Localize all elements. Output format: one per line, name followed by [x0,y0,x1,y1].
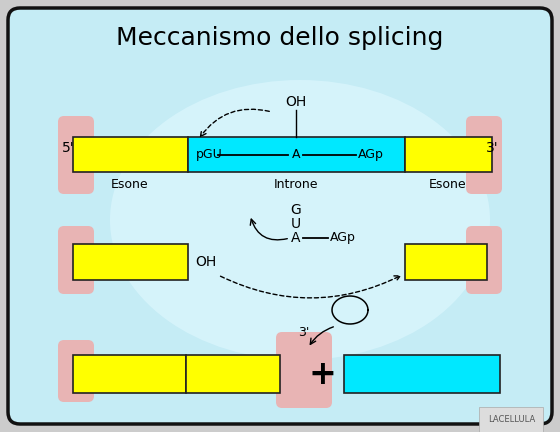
Bar [73,244,188,280]
FancyBboxPatch shape [58,116,94,194]
FancyBboxPatch shape [58,340,94,402]
Text: U: U [291,217,301,231]
FancyBboxPatch shape [466,226,502,294]
Text: AGp: AGp [358,148,384,161]
FancyBboxPatch shape [58,226,94,294]
Text: Meccanismo dello splicing: Meccanismo dello splicing [116,26,444,50]
Ellipse shape [110,80,490,360]
Text: LACELLULA: LACELLULA [488,415,535,424]
Text: Introne: Introne [274,178,318,191]
Text: Esone: Esone [111,178,149,191]
Bar [73,355,186,393]
Text: A: A [291,231,301,245]
Bar [73,137,188,172]
Text: 3': 3' [298,325,310,339]
FancyBboxPatch shape [276,332,332,408]
Text: +: + [308,358,336,391]
Bar [188,137,405,172]
Text: OH: OH [286,95,307,109]
Text: pGU: pGU [196,148,223,161]
Text: OH: OH [195,255,216,269]
Bar [405,137,492,172]
Text: 5': 5' [62,141,74,155]
Bar [344,355,500,393]
FancyBboxPatch shape [8,8,552,424]
Text: G: G [291,203,301,217]
Text: Esone: Esone [429,178,467,191]
Bar [186,355,280,393]
Text: AGp: AGp [330,232,356,245]
Bar [405,244,487,280]
Text: 3': 3' [486,141,498,155]
FancyBboxPatch shape [466,116,502,194]
Text: A: A [292,148,300,161]
